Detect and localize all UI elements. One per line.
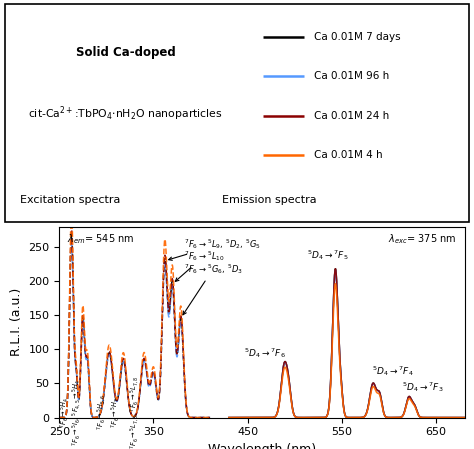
Text: $^5D_4$$\rightarrow$$^7F_6$: $^5D_4$$\rightarrow$$^7F_6$: [244, 346, 286, 360]
Text: Ca 0.01M 4 h: Ca 0.01M 4 h: [314, 150, 382, 160]
Y-axis label: R.L.I. (a.u.): R.L.I. (a.u.): [10, 288, 23, 357]
Text: $^7F_6$$\rightarrow$$^5G_6$, $^5D_3$: $^7F_6$$\rightarrow$$^5G_6$, $^5D_3$: [183, 262, 243, 315]
Text: Ca 0.01M 96 h: Ca 0.01M 96 h: [314, 71, 389, 81]
Text: Solid Ca-doped: Solid Ca-doped: [76, 46, 175, 59]
Text: Excitation spectra: Excitation spectra: [19, 195, 120, 206]
Text: $^5D_4$$\rightarrow$$^7F_3$: $^5D_4$$\rightarrow$$^7F_3$: [402, 380, 444, 394]
Text: $\lambda_{em}$= 545 nm: $\lambda_{em}$= 545 nm: [67, 233, 135, 246]
Text: $^7F_6$$\rightarrow$$^5L_{10}$: $^7F_6$$\rightarrow$$^5L_{10}$: [175, 249, 225, 282]
Text: $^7F_6$$\rightarrow$$^5I_6$, $^5F_{4,5}$$\rightarrow$$^5H_4$: $^7F_6$$\rightarrow$$^5I_6$, $^5F_{4,5}$…: [71, 379, 83, 446]
Text: $^7F_6$$\rightarrow$$^5L_9$, $^5D_2$, $^5G_5$: $^7F_6$$\rightarrow$$^5L_9$, $^5D_2$, $^…: [169, 237, 260, 260]
Text: $^5D_4$$\rightarrow$$^7F_4$: $^5D_4$$\rightarrow$$^7F_4$: [372, 364, 414, 378]
Text: $^7F_6$$\rightarrow$$^5L_{7,8}$, $^7F_6$$\rightarrow$$^5L_{7,8}$: $^7F_6$$\rightarrow$$^5L_{7,8}$, $^7F_6$…: [129, 375, 141, 449]
Text: $^5D_4$$\rightarrow$$^7F_5$: $^5D_4$$\rightarrow$$^7F_5$: [307, 248, 349, 262]
Text: $^7F_6$$\rightarrow$$^5H_{5,6}$: $^7F_6$$\rightarrow$$^5H_{5,6}$: [96, 394, 108, 431]
Text: $^7F_6$$\rightarrow$$^5H_4$: $^7F_6$$\rightarrow$$^5H_4$: [58, 396, 71, 428]
Text: Ca 0.01M 24 h: Ca 0.01M 24 h: [314, 110, 389, 120]
Text: cit-Ca$^{2+}$:TbPO$_4$$\cdot$nH$_2$O nanoparticles: cit-Ca$^{2+}$:TbPO$_4$$\cdot$nH$_2$O nan…: [28, 104, 223, 123]
Text: $\lambda_{exc}$= 375 nm: $\lambda_{exc}$= 375 nm: [388, 233, 456, 246]
X-axis label: Wavelength (nm): Wavelength (nm): [208, 443, 316, 449]
Text: Ca 0.01M 7 days: Ca 0.01M 7 days: [314, 32, 400, 42]
Text: Emission spectra: Emission spectra: [222, 195, 317, 206]
Text: $^7F_6$$\rightarrow$$^5H_7$: $^7F_6$$\rightarrow$$^5H_7$: [110, 396, 122, 427]
